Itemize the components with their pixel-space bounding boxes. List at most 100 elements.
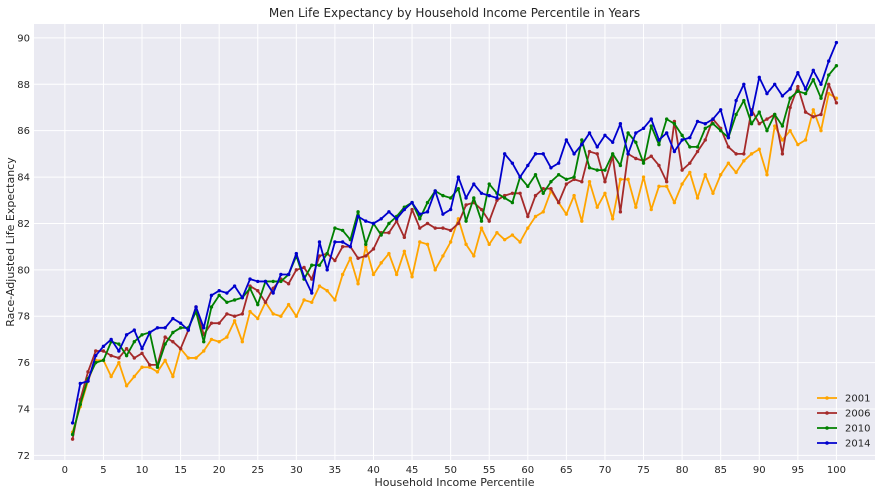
data-point	[556, 200, 561, 205]
data-point	[564, 138, 569, 142]
data-point	[773, 112, 777, 117]
data-point	[418, 212, 422, 216]
data-point	[387, 210, 391, 214]
data-point	[240, 340, 245, 344]
data-point	[124, 384, 129, 388]
data-point	[441, 193, 445, 198]
data-point	[626, 177, 630, 182]
data-point	[163, 326, 167, 330]
legend-label: 2006	[845, 409, 870, 420]
data-point	[132, 374, 136, 379]
data-point	[487, 182, 491, 186]
data-point	[827, 82, 831, 87]
data-point	[240, 295, 245, 300]
data-point	[718, 173, 723, 177]
data-point	[796, 142, 800, 147]
data-point	[425, 200, 430, 205]
data-point	[587, 180, 592, 184]
data-point	[680, 133, 684, 138]
data-point	[433, 189, 437, 193]
data-point	[217, 293, 221, 298]
data-point	[317, 263, 322, 267]
data-point	[610, 140, 615, 144]
data-point	[124, 333, 129, 337]
data-point	[271, 279, 275, 284]
data-point	[526, 184, 530, 189]
data-point	[256, 279, 260, 284]
data-point	[479, 191, 484, 195]
data-point	[502, 196, 507, 200]
x-tick-label: 90	[753, 465, 766, 476]
data-point	[518, 175, 522, 179]
data-point	[788, 87, 792, 91]
x-tick-label: 45	[406, 465, 419, 476]
data-point	[232, 314, 237, 318]
data-point	[664, 184, 669, 189]
data-point	[757, 110, 761, 114]
data-point	[271, 291, 275, 295]
data-point	[186, 356, 191, 360]
data-point	[310, 291, 314, 295]
data-point	[580, 219, 584, 223]
data-point	[657, 163, 661, 168]
data-point	[209, 337, 214, 342]
data-point	[649, 124, 653, 128]
data-point	[402, 249, 407, 253]
data-point	[140, 365, 144, 369]
data-point	[155, 370, 160, 374]
data-point	[695, 149, 700, 154]
data-point	[587, 149, 592, 154]
x-tick-label: 10	[136, 465, 149, 476]
data-point	[402, 207, 407, 212]
data-point	[773, 124, 777, 128]
data-point	[641, 161, 646, 165]
data-point	[124, 346, 129, 351]
x-tick-label: 25	[251, 465, 264, 476]
data-point	[796, 89, 800, 93]
data-point	[595, 168, 599, 172]
data-point	[734, 112, 738, 117]
data-point	[333, 240, 337, 244]
data-point	[171, 330, 175, 335]
data-point	[117, 356, 121, 360]
data-point	[626, 152, 630, 156]
data-point	[325, 268, 329, 272]
data-point	[70, 437, 75, 441]
data-point	[387, 231, 391, 235]
data-point	[441, 226, 445, 230]
data-point	[418, 217, 422, 221]
data-point	[186, 328, 191, 332]
data-point	[695, 119, 700, 124]
data-point	[379, 217, 383, 221]
legend-item-2001: 2001	[817, 394, 870, 405]
y-tick-label: 82	[17, 219, 30, 230]
data-point	[109, 337, 113, 342]
data-point	[202, 349, 206, 353]
data-point	[286, 302, 291, 307]
legend-label: 2010	[845, 424, 870, 435]
data-point	[603, 168, 607, 172]
data-point	[256, 289, 260, 293]
data-point	[541, 210, 545, 214]
data-point	[726, 135, 731, 140]
data-point	[109, 374, 113, 379]
data-point	[294, 314, 299, 318]
data-point	[587, 166, 592, 170]
data-point	[124, 353, 129, 358]
data-point	[356, 214, 360, 219]
data-point	[371, 247, 376, 251]
x-tick-label: 80	[676, 465, 689, 476]
x-tick-label: 50	[444, 465, 457, 476]
data-point	[302, 298, 306, 302]
data-point	[672, 200, 677, 205]
x-tick-label: 30	[290, 465, 303, 476]
x-axis-label: Household Income Percentile	[375, 476, 535, 489]
data-point	[140, 333, 144, 337]
data-point	[634, 156, 638, 161]
data-point	[819, 128, 823, 133]
data-point	[495, 231, 499, 235]
data-point	[641, 126, 646, 131]
data-point	[734, 170, 738, 175]
series-lines	[70, 40, 839, 441]
